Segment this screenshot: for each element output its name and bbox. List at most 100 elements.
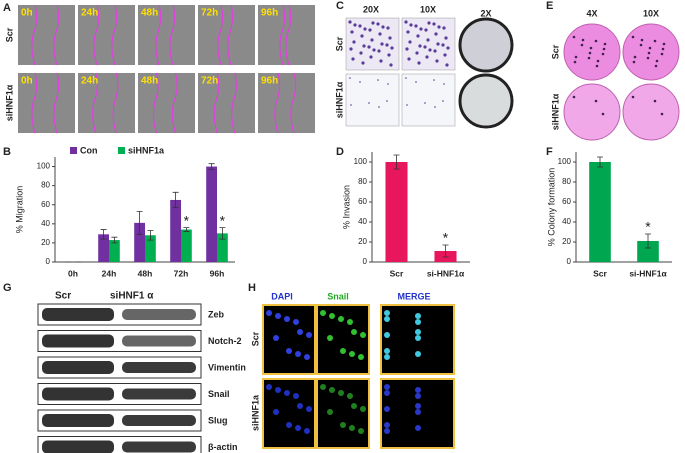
time-label: 48h bbox=[141, 76, 158, 87]
time-label: 72h bbox=[201, 8, 218, 19]
nucleus bbox=[384, 384, 390, 390]
panel-label: C bbox=[336, 0, 344, 12]
scratch-image bbox=[18, 5, 75, 65]
cell bbox=[368, 28, 372, 32]
cell bbox=[378, 32, 382, 36]
nucleus bbox=[384, 422, 390, 428]
cell bbox=[444, 36, 448, 40]
cell bbox=[387, 83, 389, 85]
bar bbox=[589, 162, 611, 262]
colony bbox=[662, 42, 666, 46]
nucleus bbox=[273, 409, 279, 415]
time-label: 24h bbox=[81, 8, 98, 19]
cell bbox=[407, 57, 411, 61]
nucleus bbox=[286, 422, 292, 428]
nucleus bbox=[415, 351, 421, 357]
legend-label: siHNF1a bbox=[128, 145, 165, 155]
cell bbox=[433, 49, 437, 53]
cell bbox=[386, 26, 390, 30]
cell bbox=[372, 48, 376, 52]
cell bbox=[434, 32, 438, 36]
fluor-image bbox=[262, 378, 316, 449]
colony bbox=[580, 43, 584, 47]
nucleus bbox=[384, 310, 390, 316]
bar bbox=[170, 199, 181, 262]
colony bbox=[594, 39, 598, 43]
nucleus bbox=[275, 387, 281, 393]
panel-label: H bbox=[248, 282, 256, 294]
cell bbox=[379, 59, 383, 63]
nucleus bbox=[415, 403, 421, 409]
well-image bbox=[458, 73, 514, 129]
time-label: 72h bbox=[201, 76, 218, 87]
cell bbox=[387, 53, 391, 57]
colony bbox=[631, 95, 635, 99]
scratch-image bbox=[78, 5, 135, 65]
nucleus bbox=[320, 310, 326, 316]
cell bbox=[348, 20, 352, 24]
wound-edge bbox=[290, 72, 297, 134]
cell bbox=[414, 24, 418, 28]
wound-edge bbox=[227, 4, 234, 66]
nucleus bbox=[384, 428, 390, 434]
wound-edge bbox=[112, 72, 119, 134]
wound-edge bbox=[231, 72, 237, 134]
nucleus bbox=[349, 425, 355, 431]
cell bbox=[406, 104, 408, 106]
y-tick-label: 100 bbox=[558, 157, 572, 166]
legend-swatch bbox=[70, 147, 77, 154]
colony bbox=[581, 38, 585, 42]
nucleus bbox=[297, 329, 303, 335]
channel-label: MERGE bbox=[397, 291, 430, 301]
nucleus bbox=[384, 332, 390, 338]
wound-edge bbox=[31, 72, 38, 134]
error-bar bbox=[172, 191, 179, 208]
bar bbox=[98, 234, 109, 262]
cell bbox=[425, 55, 429, 59]
panel-label: E bbox=[546, 0, 553, 12]
cell bbox=[435, 59, 439, 63]
error-bar bbox=[100, 229, 107, 240]
scratch-image bbox=[138, 5, 195, 65]
protein-label: Slug bbox=[208, 415, 228, 425]
nucleus bbox=[306, 406, 312, 412]
cell bbox=[443, 53, 447, 57]
row-label: siHNF1α bbox=[334, 81, 344, 118]
y-tick-label: 80 bbox=[562, 177, 571, 186]
wound-edge bbox=[31, 4, 38, 66]
cell bbox=[351, 57, 355, 61]
cell bbox=[371, 21, 375, 25]
cell bbox=[353, 23, 357, 27]
band bbox=[42, 414, 114, 427]
nucleus bbox=[415, 313, 421, 319]
cell bbox=[426, 38, 430, 42]
colony bbox=[653, 99, 657, 103]
protein-label: Zeb bbox=[208, 309, 225, 319]
colony bbox=[639, 43, 643, 47]
cell bbox=[424, 28, 428, 32]
time-label: 24h bbox=[81, 76, 98, 87]
protein-label: Notch-2 bbox=[208, 336, 242, 346]
cell bbox=[415, 51, 419, 55]
annotation: * bbox=[184, 212, 190, 228]
time-label: 96h bbox=[261, 76, 278, 87]
panel-label: G bbox=[3, 282, 12, 294]
cell bbox=[409, 23, 413, 27]
cell bbox=[417, 61, 421, 65]
colony bbox=[655, 59, 659, 63]
x-tick-label: 24h bbox=[102, 268, 117, 278]
nucleus bbox=[358, 354, 364, 360]
x-tick-label: Scr bbox=[390, 268, 404, 278]
col-label: 20X bbox=[363, 4, 379, 14]
channel-label: DAPI bbox=[271, 291, 293, 301]
band bbox=[122, 335, 196, 347]
cell bbox=[427, 21, 431, 25]
colony bbox=[588, 51, 592, 55]
y-axis-label: % Migration bbox=[14, 186, 24, 234]
wound-edge bbox=[53, 4, 60, 66]
colony bbox=[587, 56, 591, 60]
y-tick-label: 40 bbox=[358, 217, 367, 226]
cell bbox=[419, 27, 423, 31]
fluor-image bbox=[316, 378, 370, 449]
cell bbox=[405, 77, 407, 79]
